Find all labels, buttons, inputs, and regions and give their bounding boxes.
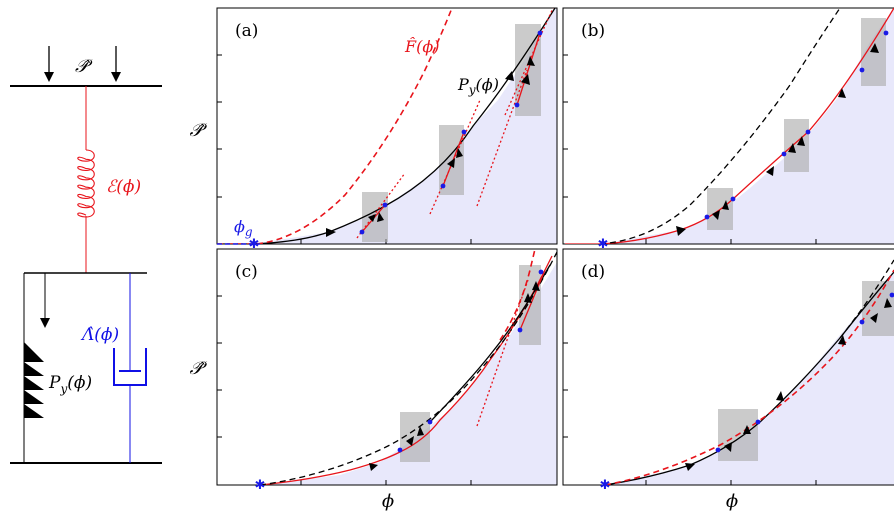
state-dots — [715, 292, 894, 453]
state-dots — [397, 269, 544, 453]
F-curve — [259, 251, 557, 485]
shaded-region — [260, 262, 557, 485]
panel-label-b: (b) — [581, 21, 605, 41]
black-segment — [429, 264, 551, 423]
dotted-tangent — [476, 279, 529, 427]
F-label: F̂(ϕ) — [404, 37, 440, 56]
x-ticks — [645, 239, 817, 244]
panel-b: ✱ (b) — [562, 7, 894, 252]
lower-frame — [10, 272, 162, 464]
F-curve — [599, 8, 841, 244]
yield-curve — [217, 8, 556, 244]
spring-element: ℰ(ϕ) — [77, 86, 141, 273]
y-ticks — [563, 295, 568, 438]
x-axis-label-right: ϕ — [726, 491, 738, 512]
y-ticks — [217, 295, 222, 438]
highlight-box — [784, 119, 809, 172]
y-ticks — [563, 54, 568, 198]
y-axis-label-bottom: 𝒫̂ — [190, 358, 208, 379]
state-dots — [704, 30, 889, 220]
yield-label: Py(ϕ) — [48, 373, 92, 396]
shaded-region — [605, 270, 894, 485]
mechanical-schematic: 𝒫̂ ℰ(ϕ) Py(ϕ) — [10, 46, 162, 464]
x-ticks — [645, 480, 817, 485]
yield-element: Py(ϕ) — [23, 273, 92, 463]
highlight-box — [862, 281, 894, 336]
shaded-region — [603, 8, 894, 244]
shaded-region — [253, 8, 557, 244]
axes-frame — [562, 248, 894, 486]
ratchet-teeth — [24, 342, 44, 418]
arrow-markers — [326, 56, 535, 237]
state-dots — [359, 30, 543, 235]
spring-coil — [77, 149, 95, 218]
panel-a: ✱ ϕg F̂(ϕ) Py(ϕ) (a) — [216, 7, 558, 252]
axes-frame — [216, 248, 558, 486]
phi-g-marker: ✱ — [255, 478, 266, 493]
axes-frame — [562, 7, 894, 245]
damper-label: Λ̂(ϕ) — [80, 325, 119, 345]
x-ticks — [300, 480, 472, 485]
spring-label: ℰ(ϕ) — [106, 177, 141, 197]
arrow-markers — [369, 281, 540, 471]
dotted-tangent — [476, 69, 528, 207]
arrow-markers — [676, 43, 879, 236]
phi-g-marker: ✱ — [249, 237, 260, 252]
panel-label-c: (c) — [235, 262, 258, 282]
load-plate: 𝒫̂ — [10, 46, 162, 87]
F-curve-upper — [499, 249, 536, 341]
phi-g-marker: ✱ — [598, 237, 609, 252]
F-curve-black — [839, 259, 894, 339]
axes-frame — [216, 7, 558, 245]
load-label: 𝒫̂ — [75, 56, 93, 77]
panel-d: ✱ (d) — [562, 248, 894, 493]
panel-label-a: (a) — [235, 21, 258, 41]
panel-c: ✱ (c) — [216, 248, 558, 493]
Py-label: Py(ϕ) — [457, 75, 499, 97]
phi-g-marker: ✱ — [600, 478, 611, 493]
dotted-tangent — [429, 99, 481, 215]
panel-label-d: (d) — [581, 262, 605, 282]
phi-g-label: ϕg — [234, 217, 253, 239]
x-axis-label-left: ϕ — [382, 491, 394, 512]
arrow-markers — [685, 298, 892, 471]
damper-element: Λ̂(ϕ) — [80, 273, 147, 463]
y-ticks — [217, 54, 222, 198]
y-axis-label-top: 𝒫̂ — [190, 120, 208, 141]
